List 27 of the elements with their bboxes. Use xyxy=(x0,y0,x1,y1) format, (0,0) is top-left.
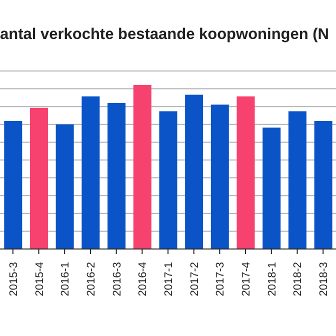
x-tick-label: 2017-2 xyxy=(188,262,201,296)
chart-title: antal verkochte bestaande koopwoningen (N xyxy=(0,26,330,44)
bar xyxy=(133,84,152,249)
bar xyxy=(210,104,229,249)
bar xyxy=(236,96,255,249)
bar xyxy=(288,111,306,249)
bar xyxy=(56,124,74,249)
x-tick-label: 2017-3 xyxy=(214,262,227,296)
x-tick-label: 2018-2 xyxy=(292,262,304,296)
x-tick-label: 2018-1 xyxy=(266,262,278,296)
x-tick-label: 2016-1 xyxy=(60,262,72,296)
bar xyxy=(82,96,100,249)
x-tick-label: 2016-2 xyxy=(85,262,98,296)
x-tick-label: 2015-3 xyxy=(8,262,20,296)
x-tick-label: 2017-1 xyxy=(163,262,175,296)
x-tick-label: 2017-4 xyxy=(240,262,253,296)
bar xyxy=(4,121,22,249)
bar xyxy=(30,108,48,249)
x-tick-label: 2015-4 xyxy=(34,262,46,296)
bar xyxy=(159,111,178,249)
x-tick-label: 2016-4 xyxy=(137,262,150,296)
bar xyxy=(108,102,126,249)
bar xyxy=(185,94,204,249)
x-tick-label: 2016-3 xyxy=(111,262,124,296)
x-tick-label: 2018-3 xyxy=(318,262,330,296)
bar xyxy=(314,121,332,249)
bar xyxy=(262,128,281,249)
